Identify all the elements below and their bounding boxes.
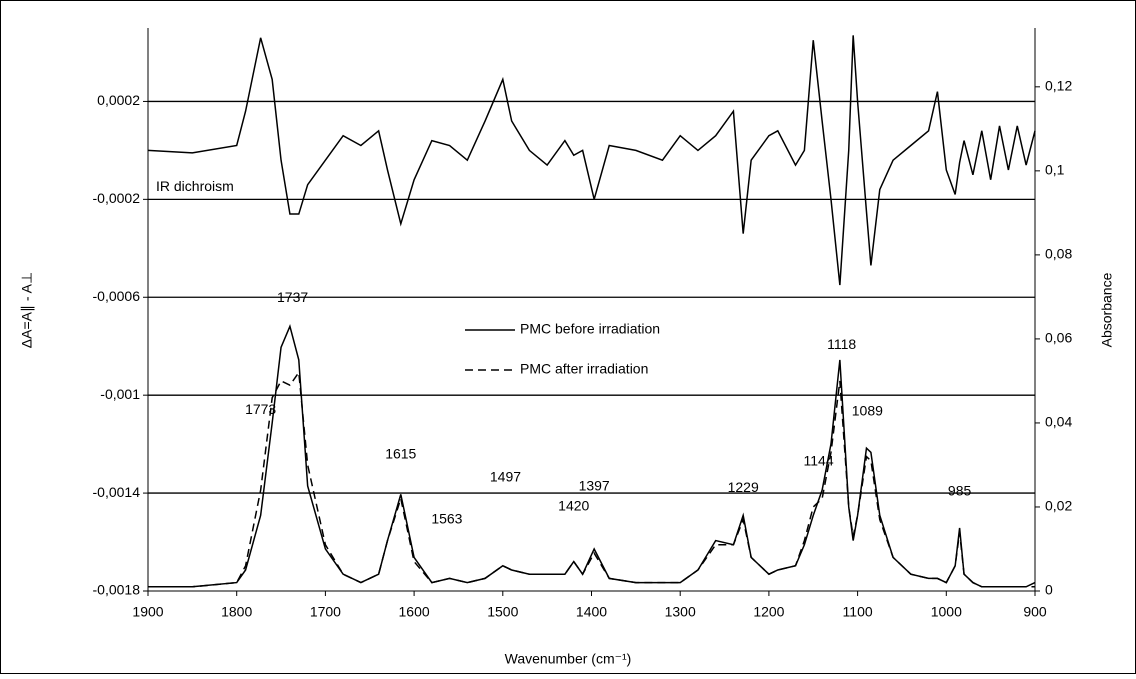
x-tick-label: 900	[1023, 604, 1047, 620]
x-axis-label: Wavenumber (cm⁻¹)	[505, 651, 632, 667]
y-tick-label: -0,001	[100, 386, 140, 402]
peak-label: 1497	[490, 468, 521, 484]
peak-label: 1089	[852, 403, 883, 419]
y2-tick-label: 0,1	[1045, 162, 1065, 178]
x-tick-label: 1500	[487, 604, 518, 620]
y2-tick-label: 0,12	[1045, 78, 1072, 94]
peak-label: 1615	[385, 446, 416, 462]
y2-axis-label: Absorbance	[1099, 272, 1115, 347]
x-tick-label: 1900	[132, 604, 163, 620]
legend-label: PMC before irradiation	[520, 321, 660, 337]
y-tick-label: -0,0006	[93, 288, 141, 304]
y2-tick-label: 0	[1045, 582, 1053, 598]
y2-tick-label: 0,02	[1045, 498, 1072, 514]
peak-label: 1229	[728, 479, 759, 495]
x-tick-label: 1700	[310, 604, 341, 620]
peak-label: 1737	[277, 289, 308, 305]
line-series	[148, 370, 1035, 588]
peak-label: 1563	[431, 510, 462, 526]
y2-tick-label: 0,04	[1045, 414, 1072, 430]
y-tick-label: 0,0002	[97, 92, 140, 108]
x-tick-label: 1800	[221, 604, 252, 620]
x-tick-label: 1300	[665, 604, 696, 620]
peak-label: 1773	[245, 401, 276, 417]
peak-label: 1144	[804, 453, 834, 469]
peak-label: 1397	[579, 478, 610, 494]
peak-label: 1118	[827, 336, 856, 352]
peak-label: 1420	[558, 498, 589, 514]
line-series	[147, 35, 1036, 286]
x-tick-label: 1600	[399, 604, 430, 620]
x-tick-label: 1000	[931, 604, 962, 620]
x-tick-label: 1100	[843, 604, 873, 620]
legend-label: PMC after irradiation	[520, 361, 648, 377]
x-tick-label: 1400	[576, 604, 607, 620]
y-axis-label: ΔA=A∥ - A⊥	[19, 272, 35, 348]
y-tick-label: -0,0018	[93, 582, 141, 598]
y2-tick-label: 0,08	[1045, 246, 1072, 262]
peak-label: 985	[948, 483, 972, 499]
y-tick-label: -0,0014	[93, 484, 141, 500]
x-tick-label: 1200	[753, 604, 784, 620]
y2-tick-label: 0,06	[1045, 330, 1072, 346]
series-label: IR dichroism	[156, 178, 234, 194]
y-tick-label: -0,0002	[93, 190, 141, 206]
